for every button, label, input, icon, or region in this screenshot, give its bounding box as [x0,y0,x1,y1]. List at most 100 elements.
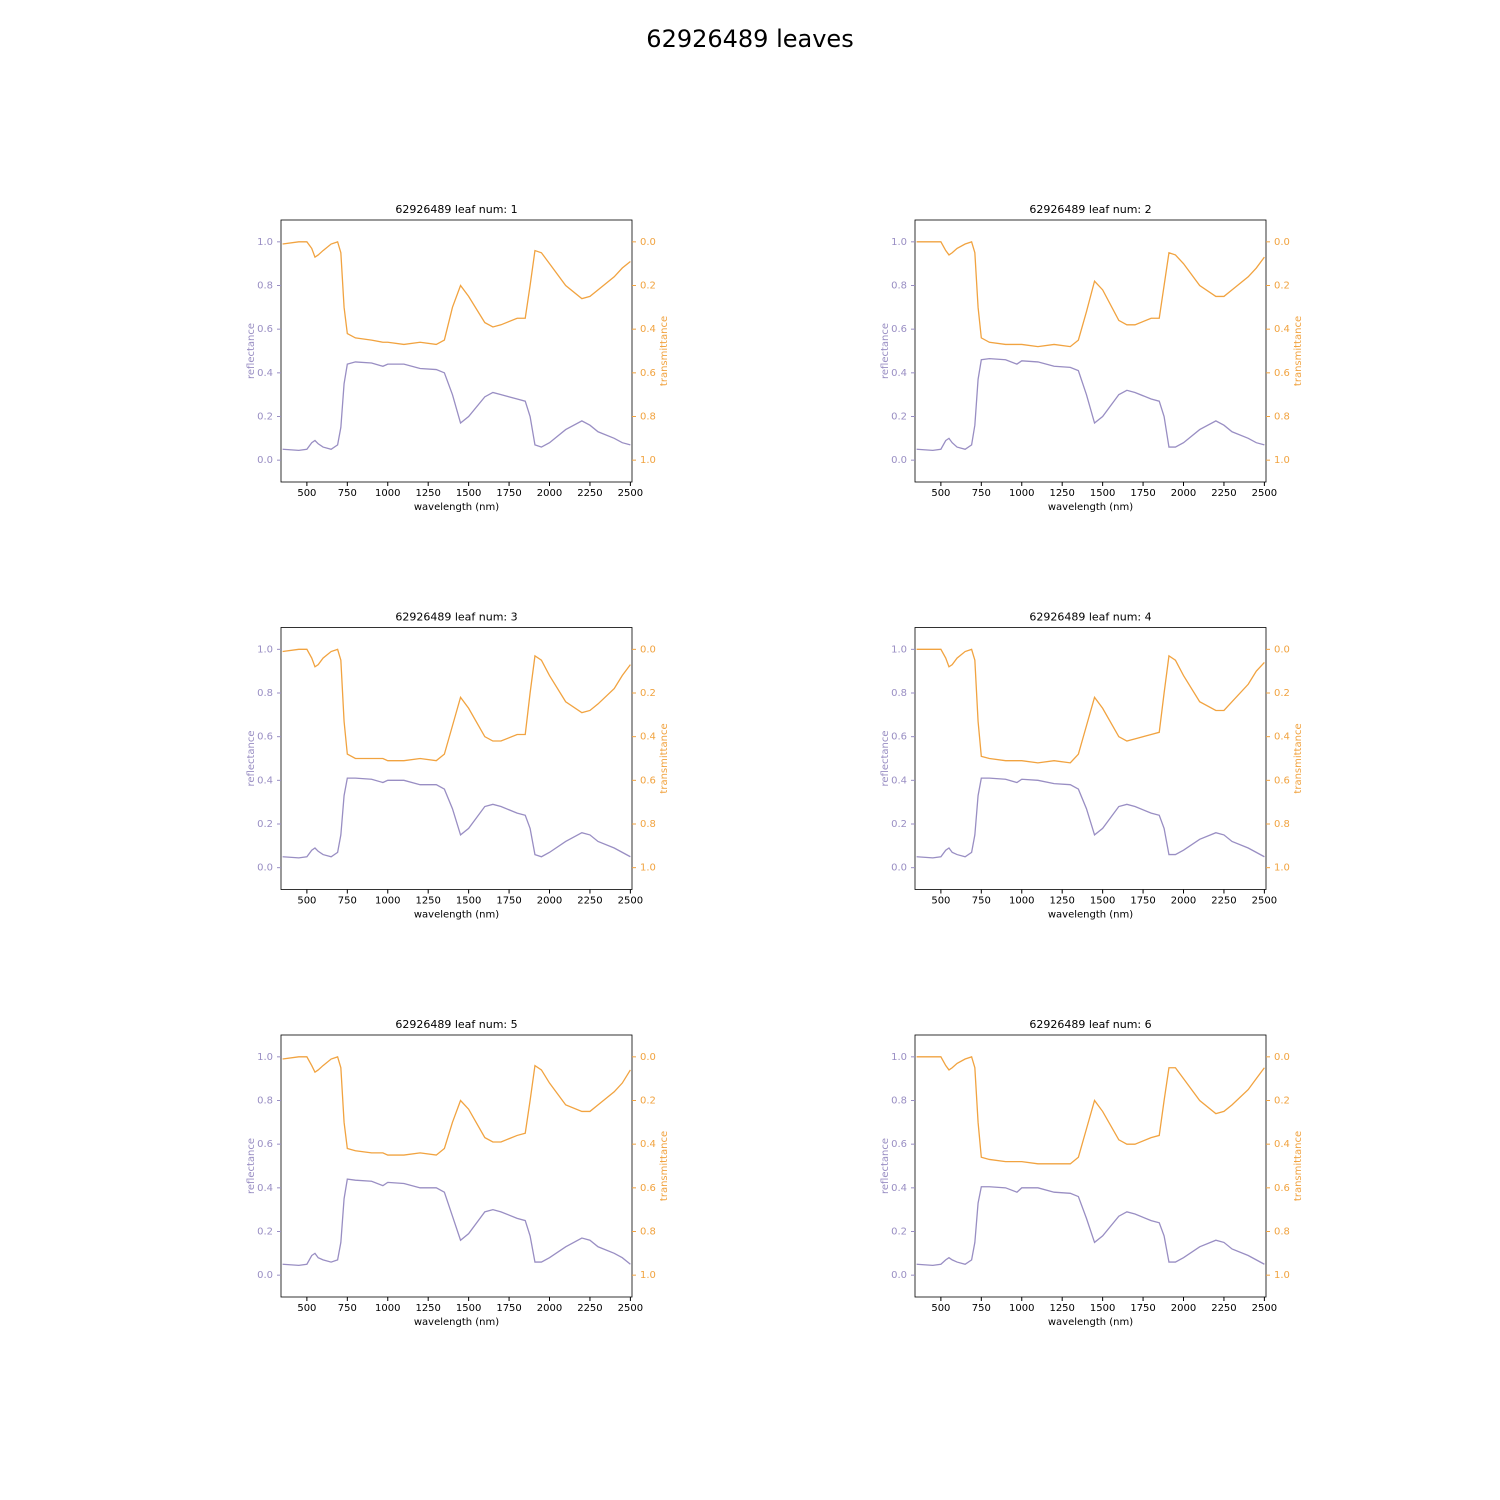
spectrum-line [916,357,1265,451]
y-tick-label: 0.8 [891,281,907,292]
y2-tick-label: 1.0 [640,863,656,874]
subplot-title: 62926489 leaf num: 5 [395,1018,517,1031]
y2-tick-label: 0.8 [640,412,656,423]
x-tick-label: 1750 [496,488,521,499]
y2-tick-label: 0.2 [640,688,656,699]
x-tick-label: 750 [338,896,357,907]
spectrum-line [916,240,1265,348]
y-tick-label: 0.6 [891,1139,907,1150]
y-axis-label: reflectance [880,323,891,379]
figure-title: 62926489 leaves [646,25,853,53]
y2-tick-label: 0.8 [1274,1227,1290,1238]
y2-tick-label: 0.6 [640,368,656,379]
y2-tick-label: 0.0 [1274,644,1290,655]
y-tick-label: 0.2 [257,819,273,830]
y2-tick-label: 0.4 [1274,732,1290,743]
x-tick-label: 1250 [415,488,440,499]
y2-tick-label: 0.4 [640,324,656,335]
y-tick-label: 0.6 [257,1139,273,1150]
y-tick-label: 0.2 [891,1227,907,1238]
y-tick-label: 1.0 [257,1052,273,1063]
x-tick-label: 1250 [415,896,440,907]
y2-tick-label: 0.4 [640,1139,656,1150]
y-axis-label: reflectance [880,1138,891,1194]
y2-tick-label: 1.0 [640,1270,656,1281]
y-tick-label: 1.0 [891,1052,907,1063]
plot-frame [914,627,1267,890]
y-tick-label: 0.6 [891,732,907,743]
x-tick-label: 500 [931,488,950,499]
y2-tick-label: 1.0 [640,455,656,466]
x-tick-label: 500 [931,1303,950,1314]
x-tick-label: 750 [338,1303,357,1314]
y-tick-label: 0.0 [257,455,273,466]
spectrum-line [916,1055,1265,1165]
x-tick-label: 1000 [375,1303,400,1314]
y2-tick-label: 0.8 [640,1227,656,1238]
spectrum-line [282,361,631,451]
subplot-title: 62926489 leaf num: 3 [395,611,517,624]
x-tick-label: 750 [972,896,991,907]
y2-axis-label: transmittance [659,723,670,793]
x-tick-label: 1500 [456,1303,481,1314]
x-tick-label: 2000 [537,1303,562,1314]
y2-tick-label: 0.8 [1274,412,1290,423]
y-tick-label: 0.8 [257,688,273,699]
x-tick-label: 1000 [375,488,400,499]
x-tick-label: 750 [972,1303,991,1314]
x-axis-label: wavelength (nm) [414,502,499,513]
x-tick-label: 1750 [1130,1303,1155,1314]
y-tick-label: 1.0 [891,237,907,248]
y2-axis-label: transmittance [659,316,670,386]
y-tick-label: 0.4 [891,1183,907,1194]
x-tick-label: 1250 [1049,488,1074,499]
y-axis-label: reflectance [246,1138,257,1194]
spectrum-line [916,1186,1265,1266]
x-tick-label: 1250 [415,1303,440,1314]
y2-tick-label: 0.6 [1274,368,1290,379]
x-tick-label: 2250 [577,896,602,907]
y-tick-label: 1.0 [257,644,273,655]
x-tick-label: 1250 [1049,896,1074,907]
y-tick-label: 0.0 [891,1270,907,1281]
x-axis-label: wavelength (nm) [1048,910,1133,921]
y-tick-label: 0.0 [257,863,273,874]
y-tick-label: 0.8 [891,1096,907,1107]
plot-frame [914,219,1267,483]
y-tick-label: 0.4 [891,368,907,379]
y-tick-label: 0.2 [257,1227,273,1238]
x-tick-label: 2250 [577,1303,602,1314]
y2-tick-label: 0.0 [640,1052,656,1063]
y-tick-label: 0.8 [257,1096,273,1107]
y2-axis-label: transmittance [659,1131,670,1201]
subplot-title: 62926489 leaf num: 1 [395,203,517,216]
x-tick-label: 1750 [496,896,521,907]
subplot-title: 62926489 leaf num: 4 [1029,611,1151,624]
x-tick-label: 2500 [1252,1303,1277,1314]
y-tick-label: 0.6 [257,324,273,335]
y2-tick-label: 0.2 [1274,688,1290,699]
x-axis-label: wavelength (nm) [414,1317,499,1328]
y-tick-label: 0.4 [257,368,273,379]
x-tick-label: 2500 [618,488,643,499]
y2-tick-label: 0.6 [1274,1183,1290,1194]
x-tick-label: 2500 [618,1303,643,1314]
y2-tick-label: 1.0 [1274,1270,1290,1281]
y-tick-label: 1.0 [891,644,907,655]
y-tick-label: 0.0 [891,863,907,874]
y2-tick-label: 0.2 [1274,1096,1290,1107]
x-tick-label: 1500 [456,488,481,499]
y-tick-label: 0.4 [257,1183,273,1194]
y2-axis-label: transmittance [1293,1131,1304,1201]
y2-tick-label: 0.0 [1274,237,1290,248]
y-tick-label: 0.0 [257,1270,273,1281]
y-axis-label: reflectance [246,730,257,786]
x-tick-label: 2000 [1171,488,1196,499]
x-tick-label: 2250 [1211,896,1236,907]
x-tick-label: 500 [931,896,950,907]
x-tick-label: 1500 [1090,896,1115,907]
x-tick-label: 1750 [496,1303,521,1314]
x-axis-label: wavelength (nm) [1048,502,1133,513]
plot-frame [280,1034,633,1298]
y2-tick-label: 0.2 [1274,281,1290,292]
